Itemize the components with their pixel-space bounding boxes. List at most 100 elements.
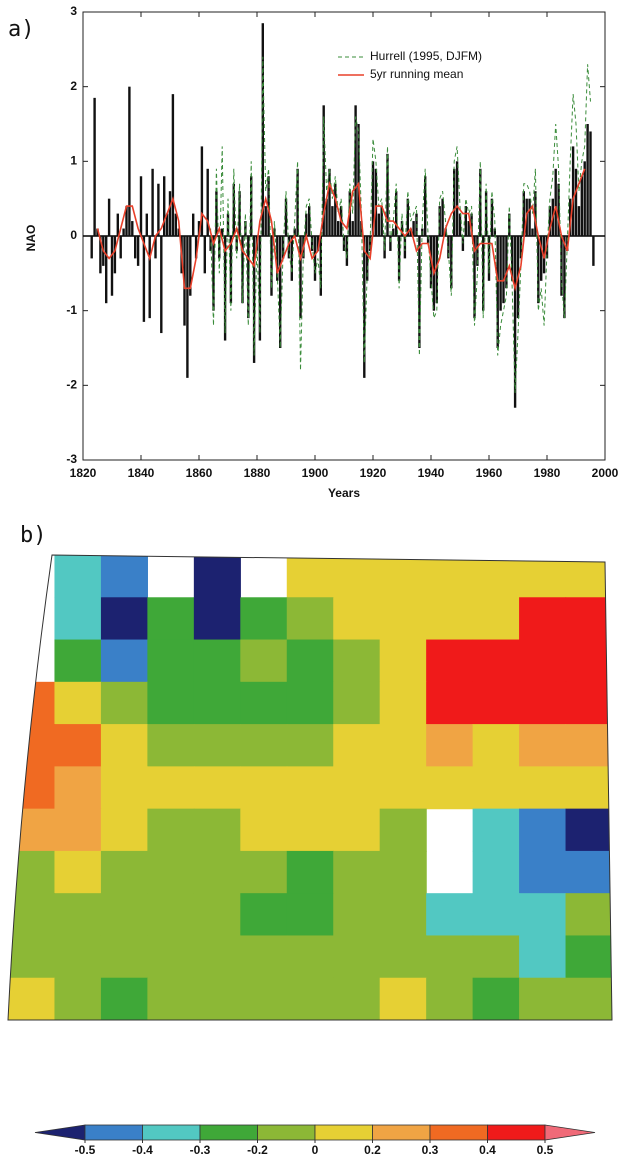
bar	[125, 206, 128, 236]
map-cell	[286, 977, 334, 1020]
bar	[592, 236, 595, 266]
bar	[310, 236, 314, 251]
map-cell	[240, 639, 288, 683]
map-cell	[472, 555, 520, 598]
bar	[409, 228, 412, 236]
map-cell	[426, 893, 474, 937]
bar	[519, 236, 523, 259]
bar	[484, 191, 488, 236]
colorbar-label: -0.3	[190, 1143, 211, 1157]
bar	[284, 198, 288, 236]
map-cell	[333, 639, 381, 683]
map-cell	[565, 766, 612, 810]
colorbar-label: 0	[312, 1143, 319, 1157]
bar	[229, 236, 233, 304]
map-cell	[379, 808, 427, 852]
map-cell	[193, 808, 241, 852]
map-cell	[54, 850, 102, 894]
bar	[366, 236, 369, 281]
bar	[455, 161, 459, 236]
map-cell	[54, 977, 102, 1020]
map-cell	[240, 850, 288, 894]
bar	[142, 236, 146, 322]
bar	[160, 236, 163, 334]
map-cell	[100, 639, 148, 683]
y-tick-label: 2	[70, 79, 77, 93]
bar	[380, 206, 383, 236]
bar	[171, 94, 175, 236]
map-cell	[519, 597, 567, 641]
x-tick-label: 1920	[360, 466, 387, 480]
bar	[473, 236, 476, 319]
map-cell	[379, 766, 427, 810]
bar	[537, 236, 540, 304]
map-cell	[333, 977, 381, 1020]
map-cell	[100, 724, 148, 767]
bar	[261, 23, 264, 237]
bar	[412, 221, 415, 236]
map-cell	[519, 555, 567, 598]
bar	[177, 228, 180, 236]
panel-label: a)	[8, 17, 35, 42]
bar	[354, 105, 357, 236]
map-cell	[426, 555, 474, 598]
bar	[487, 236, 491, 281]
map-cell	[240, 766, 288, 810]
bar	[470, 213, 473, 236]
bar	[418, 236, 421, 348]
bar	[569, 198, 572, 236]
map-cell	[240, 724, 288, 767]
bar	[241, 236, 244, 304]
map-cell	[193, 766, 241, 810]
map-cell	[426, 935, 474, 979]
map-cell	[519, 977, 567, 1020]
map-cell	[193, 639, 241, 683]
map-cell	[333, 681, 381, 725]
bar	[273, 228, 276, 236]
map-cell	[472, 850, 520, 894]
bar	[131, 221, 134, 236]
colorbar-segment	[199, 1124, 258, 1141]
bar	[203, 236, 206, 274]
bar	[276, 236, 279, 281]
bar	[308, 206, 311, 236]
bar	[212, 236, 215, 311]
bar	[99, 236, 102, 274]
bar	[374, 168, 378, 236]
x-tick-label: 1980	[534, 466, 561, 480]
bar	[522, 191, 525, 236]
colorbar-label: 0.3	[422, 1143, 439, 1157]
bar	[395, 191, 398, 236]
map-cell	[8, 935, 56, 979]
bar	[331, 206, 334, 236]
bar	[186, 236, 189, 378]
bar	[403, 236, 407, 259]
map-cell	[519, 639, 567, 683]
bar	[482, 236, 485, 311]
map-cell	[565, 681, 612, 725]
bar	[299, 236, 302, 319]
map-cell	[100, 977, 148, 1020]
bar	[157, 183, 160, 236]
map-cell	[240, 977, 288, 1020]
map-cell	[472, 766, 520, 810]
map-cell	[8, 977, 56, 1020]
colorbar-segment	[372, 1124, 431, 1141]
bar	[400, 221, 404, 236]
x-tick-label: 1860	[186, 466, 213, 480]
bar	[206, 168, 209, 236]
map-cell	[519, 766, 567, 810]
map-cell	[100, 935, 148, 979]
map-cell	[333, 935, 381, 979]
bar	[165, 213, 169, 236]
map-cell	[100, 681, 148, 725]
map-cell	[565, 893, 612, 937]
bar	[563, 236, 566, 319]
map-cell	[147, 766, 195, 810]
bar	[493, 228, 496, 236]
map-cell	[240, 808, 288, 852]
bar	[136, 236, 140, 266]
map-cell	[54, 724, 102, 767]
bar	[134, 236, 137, 259]
bar	[583, 161, 586, 236]
